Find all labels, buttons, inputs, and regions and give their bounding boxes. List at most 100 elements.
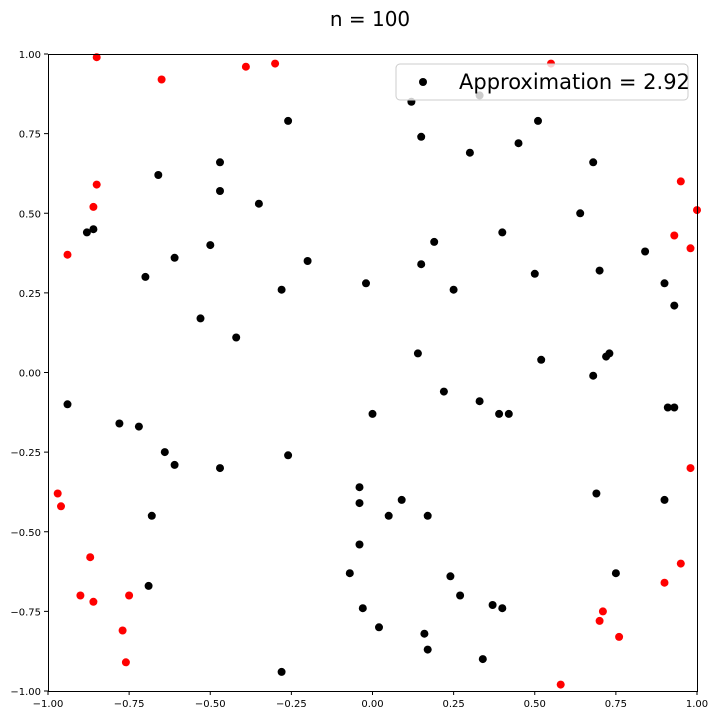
x-tick-label: 0.50 — [524, 699, 546, 710]
x-axis: −1.00 −0.75 −0.50 −0.25 0.00 0.25 0.50 0.75 1.00 — [33, 691, 708, 710]
data-point-inside — [196, 314, 205, 323]
data-point-inside — [82, 228, 91, 237]
data-point-inside — [355, 540, 364, 549]
data-point-outside — [125, 591, 134, 600]
plot-frame — [48, 54, 698, 692]
data-point-inside — [504, 409, 513, 418]
data-point-inside — [284, 451, 293, 460]
data-point-inside — [170, 253, 179, 262]
data-point-inside — [449, 285, 458, 294]
data-point-inside — [413, 349, 422, 358]
data-point-outside — [686, 244, 695, 253]
y-tick-label: −0.75 — [10, 607, 41, 618]
data-point-inside — [115, 419, 124, 428]
x-tick-label: 0.75 — [605, 699, 627, 710]
data-point-inside — [423, 511, 432, 520]
data-point-outside — [76, 591, 85, 600]
data-point-inside — [141, 272, 150, 281]
data-point-inside — [232, 333, 241, 342]
data-point-outside — [57, 502, 65, 511]
points-layer — [53, 53, 701, 689]
data-point-outside — [63, 250, 72, 259]
data-point-outside — [241, 62, 250, 71]
data-point-inside — [446, 572, 455, 581]
data-point-inside — [277, 285, 286, 294]
data-point-inside — [589, 158, 598, 167]
data-point-outside — [556, 680, 565, 689]
legend-marker — [419, 78, 427, 86]
data-point-inside — [660, 279, 669, 288]
x-tick-label: −0.50 — [195, 699, 226, 710]
x-tick-label: −1.00 — [33, 699, 64, 710]
y-tick-label: 1.00 — [19, 50, 41, 61]
y-axis: 1.00 0.75 0.50 0.25 0.00 −0.25 −0.50 −0.75 −1.00 — [10, 50, 48, 698]
data-point-outside — [595, 616, 604, 625]
data-point-inside — [663, 403, 672, 412]
data-point-inside — [216, 464, 224, 473]
x-tick-label: 0.00 — [361, 699, 383, 710]
data-point-inside — [63, 400, 72, 409]
data-point-outside — [660, 578, 669, 587]
data-point-outside — [89, 202, 98, 211]
data-point-inside — [170, 460, 179, 469]
data-point-inside — [534, 116, 542, 125]
data-point-inside — [495, 409, 504, 418]
data-point-inside — [456, 591, 465, 600]
legend-box — [395, 63, 689, 101]
data-point-inside — [530, 269, 539, 278]
chart-title: n = 100 — [330, 7, 410, 31]
data-point-inside — [384, 511, 393, 520]
data-point-inside — [154, 171, 163, 179]
data-point-inside — [478, 655, 487, 664]
y-tick-label: −0.50 — [10, 528, 41, 539]
data-point-inside — [144, 581, 153, 590]
x-tick-label: 1.00 — [686, 699, 708, 710]
data-point-outside — [686, 464, 695, 473]
data-point-inside — [417, 260, 426, 269]
data-point-outside — [53, 489, 62, 498]
legend-label: Approximation = 2.92 — [459, 70, 690, 94]
data-point-inside — [345, 569, 354, 578]
data-point-outside — [89, 597, 98, 606]
data-point-inside — [498, 604, 507, 613]
data-point-inside — [488, 601, 497, 609]
data-point-inside — [592, 489, 601, 498]
data-point-inside — [303, 257, 312, 265]
data-point-inside — [439, 387, 448, 396]
data-point-inside — [423, 645, 432, 654]
data-point-inside — [595, 266, 604, 275]
data-point-inside — [160, 448, 169, 457]
data-point-outside — [157, 75, 166, 84]
data-point-inside — [397, 495, 406, 504]
data-point-inside — [375, 623, 383, 632]
data-point-inside — [284, 116, 293, 125]
data-point-inside — [420, 629, 429, 638]
data-point-inside — [660, 495, 669, 504]
legend: Approximation = 2.92 — [395, 63, 690, 101]
data-point-inside — [514, 139, 523, 148]
data-point-outside — [676, 559, 685, 568]
data-point-inside — [611, 569, 620, 578]
data-point-inside — [475, 397, 484, 406]
data-point-inside — [254, 199, 263, 208]
y-tick-label: 0.75 — [19, 130, 41, 141]
data-point-inside — [465, 148, 474, 157]
data-point-outside — [86, 553, 95, 562]
data-point-inside — [358, 604, 367, 613]
data-point-inside — [576, 209, 585, 218]
data-point-inside — [362, 279, 370, 288]
data-point-inside — [277, 667, 286, 676]
data-point-inside — [589, 371, 598, 380]
data-point-inside — [498, 228, 507, 237]
data-point-inside — [89, 225, 98, 234]
x-tick-label: −0.25 — [276, 699, 307, 710]
data-point-inside — [417, 132, 426, 141]
data-point-outside — [670, 231, 679, 240]
data-point-outside — [121, 658, 130, 667]
data-point-inside — [430, 237, 439, 246]
data-point-inside — [641, 247, 650, 256]
data-point-inside — [602, 352, 611, 361]
y-tick-label: 0.00 — [19, 369, 41, 380]
y-tick-label: 0.25 — [19, 289, 41, 300]
